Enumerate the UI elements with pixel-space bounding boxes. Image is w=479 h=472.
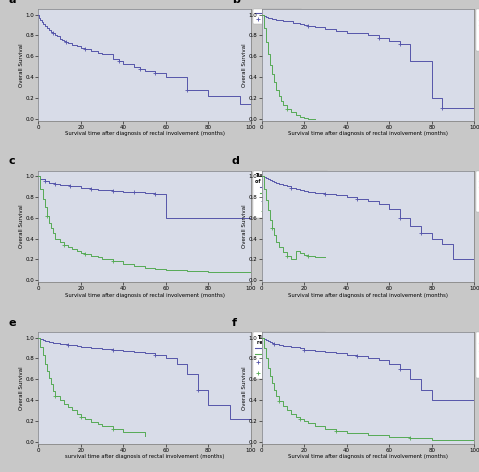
Legend: Survival Function, Censored: Survival Function, Censored [253, 9, 302, 24]
Legend: no prior hormonal therapy, prior hormonal therapy, no prior hormonal therapy-
ce: no prior hormonal therapy, prior hormona… [476, 9, 479, 51]
Text: b: b [232, 0, 240, 5]
X-axis label: survival time after diagnosis of rectal involvement (months): survival time after diagnosis of rectal … [65, 454, 224, 459]
Legend: Asian prostate cancer, Non-Asian prostate cancer, Asian prostate cancer-
censore: Asian prostate cancer, Non-Asian prostat… [476, 171, 479, 212]
Legend: patients with rectal bleeding, patients without rectal
bleeding, patients with r: patients with rectal bleeding, patients … [476, 332, 479, 378]
Y-axis label: Overall Survival: Overall Survival [242, 366, 247, 410]
Legend: Rectal involvement only, Extrarectral metastases, Rectal involvement only-
censo: Rectal involvement only, Extrarectral me… [253, 171, 328, 218]
Y-axis label: Overall Survival: Overall Survival [19, 43, 24, 87]
Y-axis label: Overall Survival: Overall Survival [19, 366, 24, 410]
Y-axis label: Overall Survival: Overall Survival [242, 205, 247, 248]
X-axis label: Survival time after diagnosis of rectal involvement (months): Survival time after diagnosis of rectal … [288, 454, 448, 459]
Text: c: c [9, 156, 15, 167]
Text: d: d [232, 156, 240, 167]
Text: a: a [9, 0, 16, 5]
Text: e: e [9, 318, 16, 328]
X-axis label: Survival time after diagnosis of rectal involvement (months): Survival time after diagnosis of rectal … [288, 131, 448, 136]
Text: f: f [232, 318, 237, 328]
Y-axis label: Overall Survival: Overall Survival [242, 43, 247, 87]
X-axis label: Survival time after diagnosis of rectal involvement (months): Survival time after diagnosis of rectal … [65, 293, 225, 298]
Legend: Synchronous presentation, Metachronous presentation, Synchronous presentation-
c: Synchronous presentation, Metachronous p… [253, 332, 326, 379]
X-axis label: Survival time after diagnosis of rectal involvement (months): Survival time after diagnosis of rectal … [65, 131, 225, 136]
Y-axis label: Overall Survival: Overall Survival [19, 205, 24, 248]
X-axis label: Survival time after diagnosis of rectal involvement (months): Survival time after diagnosis of rectal … [288, 293, 448, 298]
